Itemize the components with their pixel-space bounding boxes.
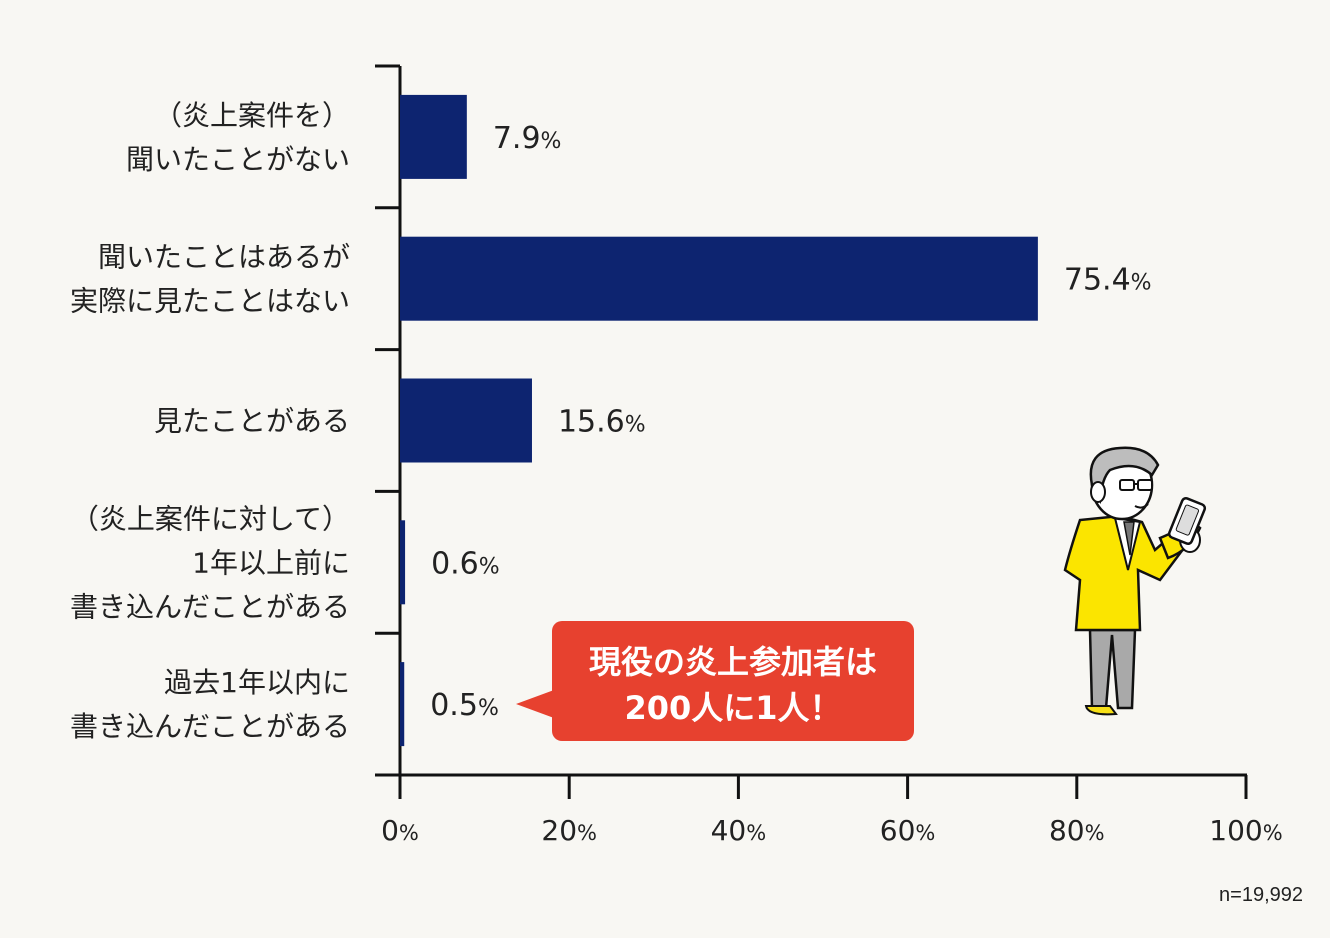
- x-tick-label: 60%: [880, 814, 936, 847]
- x-tick-label: 40%: [711, 814, 767, 847]
- x-tick-label: 80%: [1049, 814, 1105, 847]
- data-label: 15.6%: [558, 405, 646, 440]
- data-label: 75.4%: [1064, 263, 1152, 298]
- data-label: 0.5%: [430, 688, 499, 723]
- category-label: 聞いたことはあるが実際に見たことはない: [70, 241, 350, 318]
- bar: [400, 520, 406, 605]
- callout-bubble: 現役の炎上参加者は 200人に1人！: [552, 621, 914, 741]
- x-tick-label: 20%: [541, 814, 597, 847]
- category-label: （炎上案件を）聞いたことがない: [126, 99, 350, 176]
- callout-line-1: 現役の炎上参加者は: [588, 643, 877, 681]
- sample-size-note: n=19,992: [1219, 884, 1303, 906]
- category-label: 過去1年以内に書き込んだことがある: [70, 666, 350, 743]
- callout-line-2: 200人に1人！: [624, 689, 842, 727]
- callout-tail: [516, 690, 554, 718]
- category-label: 見たことがある: [154, 405, 350, 438]
- x-tick-label: 0%: [381, 814, 419, 847]
- data-label: 0.6%: [431, 546, 500, 581]
- bar: [400, 94, 467, 179]
- man-with-smartphone-illustration: [1063, 446, 1207, 716]
- bar: [400, 662, 405, 747]
- x-tick-label: 100%: [1209, 814, 1282, 847]
- category-label: （炎上案件に対して） 1年以上前に書き込んだことがある: [70, 502, 350, 623]
- data-label: 7.9%: [493, 121, 562, 156]
- bar: [400, 236, 1038, 321]
- bar: [400, 378, 532, 463]
